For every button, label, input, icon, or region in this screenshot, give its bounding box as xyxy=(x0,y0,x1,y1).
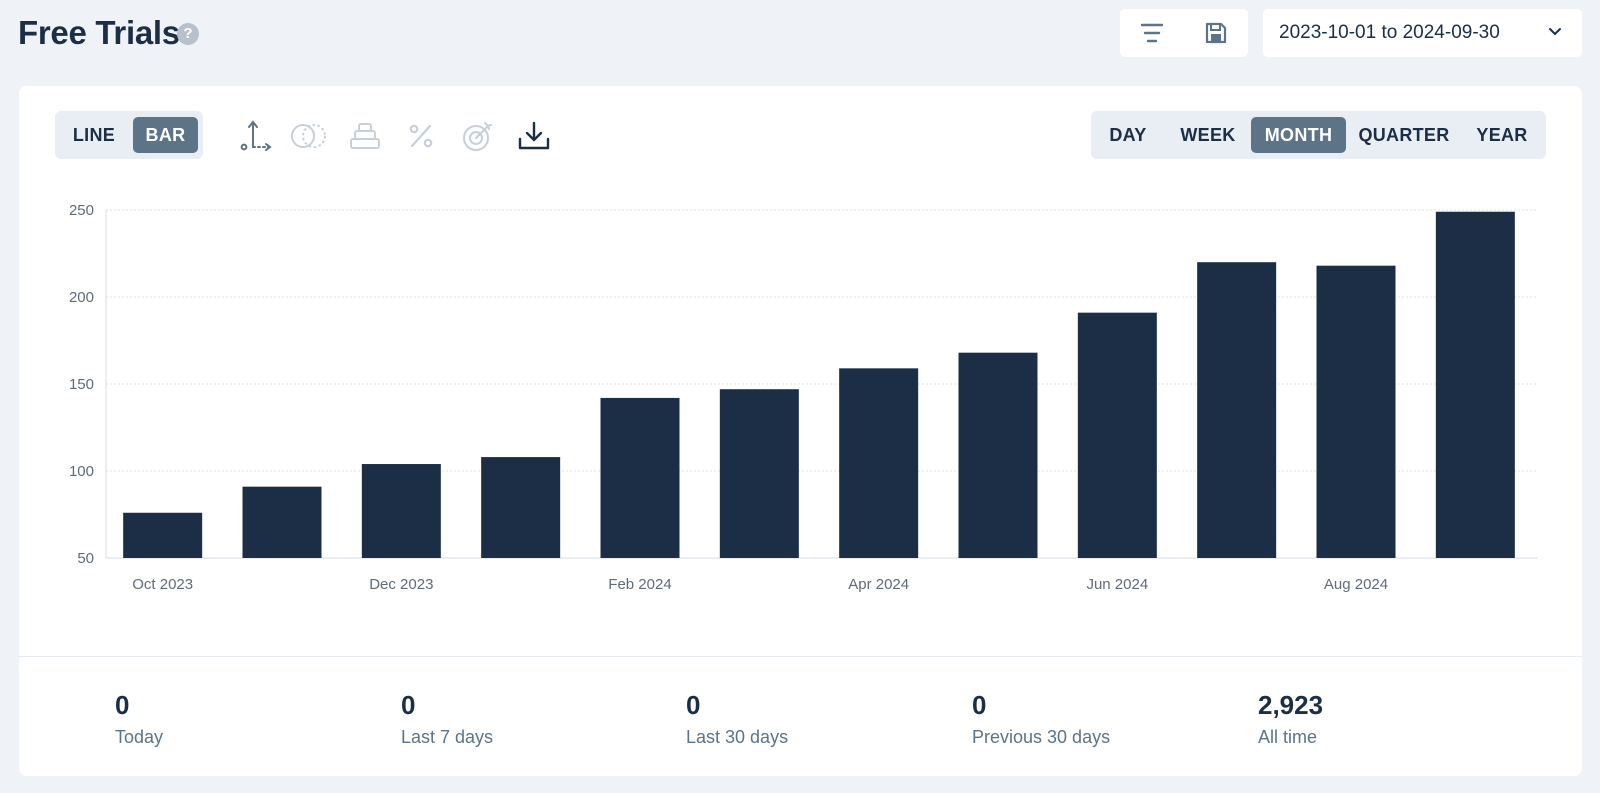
percent-button[interactable] xyxy=(401,116,441,156)
filter-button[interactable] xyxy=(1120,9,1184,57)
compare-button[interactable] xyxy=(289,116,329,156)
stat-value: 0 xyxy=(686,690,701,720)
bar[interactable] xyxy=(1435,211,1515,558)
stat-value: 2,923 xyxy=(1258,690,1324,720)
chart-type-bar-button[interactable]: BAR xyxy=(133,117,198,153)
bar[interactable] xyxy=(1197,262,1277,558)
period-week-button[interactable]: WEEK xyxy=(1180,124,1236,145)
stat-label: Today xyxy=(115,727,164,747)
bar[interactable] xyxy=(1077,312,1157,558)
chart-card: LINE BAR xyxy=(19,86,1582,776)
stat-value: 0 xyxy=(401,690,416,720)
stat-value: 0 xyxy=(115,690,130,720)
date-range-select[interactable]: 2023-10-01 to 2024-09-30 xyxy=(1263,9,1582,57)
y-tick-label: 200 xyxy=(69,289,94,306)
bar[interactable] xyxy=(600,397,680,558)
compare-icon xyxy=(291,124,326,148)
stack-icon xyxy=(350,123,380,149)
bar-chart: 50 100 150 200 250 Oct 2023 Dec 2023 Feb 2024 Ap… xyxy=(69,202,1538,593)
save-button[interactable] xyxy=(1184,9,1248,57)
period-quarter-button[interactable]: QUARTER xyxy=(1358,124,1450,145)
x-tick-label: Dec 2023 xyxy=(369,576,433,593)
help-icon[interactable]: ? xyxy=(177,23,199,45)
download-icon xyxy=(518,121,550,150)
x-tick-label: Apr 2024 xyxy=(848,576,909,593)
chart-type-toggle: LINE BAR xyxy=(55,111,203,159)
bar[interactable] xyxy=(719,389,799,558)
y-tick-label: 250 xyxy=(69,202,94,219)
y-tick-label: 100 xyxy=(69,463,94,480)
date-range-value: 2023-10-01 to 2024-09-30 xyxy=(1279,22,1500,43)
x-tick-label: Jun 2024 xyxy=(1086,576,1148,593)
divider xyxy=(19,656,1582,657)
y-tick-label: 50 xyxy=(77,550,94,567)
period-day-button[interactable]: DAY xyxy=(1109,124,1147,145)
period-month-button[interactable]: MONTH xyxy=(1251,117,1346,153)
stat-value: 0 xyxy=(972,690,987,720)
header-tool-group xyxy=(1120,9,1248,57)
axis-icon xyxy=(240,120,272,151)
bar[interactable] xyxy=(361,464,441,558)
chevron-down-icon xyxy=(1549,28,1561,36)
goal-icon xyxy=(463,122,492,151)
stat-label: All time xyxy=(1258,727,1318,747)
x-tick-label: Oct 2023 xyxy=(132,576,193,593)
filter-icon xyxy=(1140,23,1164,43)
stat-label: Last 30 days xyxy=(686,727,789,747)
stat-last-7-days: 0 Last 7 days xyxy=(401,690,493,748)
bar[interactable] xyxy=(123,512,203,558)
bar[interactable] xyxy=(242,486,322,558)
bar[interactable] xyxy=(1316,265,1396,558)
period-year-button[interactable]: YEAR xyxy=(1476,124,1528,145)
percent-icon xyxy=(409,124,433,148)
stack-button[interactable] xyxy=(345,116,385,156)
stat-label: Last 7 days xyxy=(401,727,494,747)
goal-button[interactable] xyxy=(458,116,498,156)
chart-type-line-button[interactable]: LINE xyxy=(72,124,116,145)
stat-label: Previous 30 days xyxy=(972,727,1111,747)
x-tick-label: Feb 2024 xyxy=(608,576,671,593)
download-button[interactable] xyxy=(514,116,554,156)
y-tick-label: 150 xyxy=(69,376,94,393)
bar[interactable] xyxy=(958,352,1038,558)
save-icon xyxy=(1205,22,1227,44)
stat-previous-30-days: 0 Previous 30 days xyxy=(972,690,1110,748)
bar[interactable] xyxy=(839,368,919,558)
stat-last-30-days: 0 Last 30 days xyxy=(686,690,788,748)
period-toggle: DAY WEEK MONTH QUARTER YEAR xyxy=(1091,111,1546,159)
page-title: Free Trials xyxy=(18,14,180,51)
stat-all-time: 2,923 All time xyxy=(1258,690,1323,748)
x-tick-label: Aug 2024 xyxy=(1324,576,1388,593)
bar[interactable] xyxy=(481,457,561,558)
stat-today: 0 Today xyxy=(115,690,163,748)
axis-toggle-button[interactable] xyxy=(236,116,276,156)
